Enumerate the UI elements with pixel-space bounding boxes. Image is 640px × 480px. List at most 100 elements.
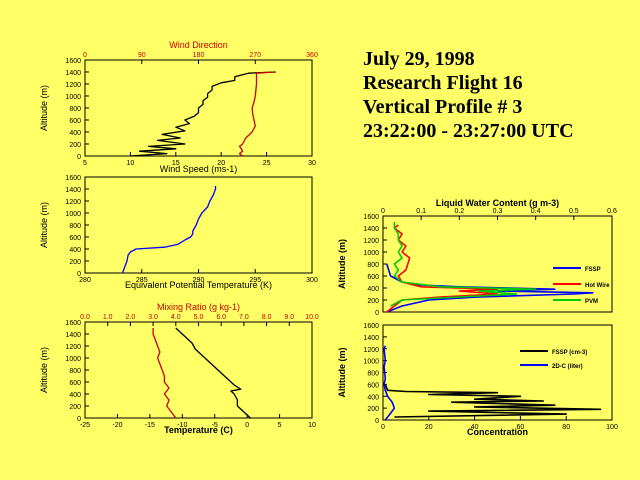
title-block: July 29, 1998 Research Flight 16 Vertica… — [363, 47, 633, 143]
lwc-y-tick-label: 600 — [367, 274, 379, 281]
mixing-series-temperature-line — [175, 327, 251, 419]
mixing-y-tick-label: 1600 — [65, 320, 81, 327]
lwc-y-tick-label: 800 — [367, 262, 379, 269]
lwc-y-tick-label: 1200 — [363, 238, 379, 245]
mixing-chart-title: Mixing Ratio (g kg-1) — [157, 302, 240, 312]
lwc-y-tick-label: 1400 — [363, 226, 379, 233]
lwc-y-tick-label: 200 — [367, 298, 379, 305]
mixing-top-tick-label: 10.0 — [305, 314, 319, 321]
wind-x-tick-label: 10 — [127, 160, 135, 167]
conc-y-tick-label: 1400 — [363, 335, 379, 342]
mixing-top-tick-label: 5.0 — [194, 314, 204, 321]
lwc-x-tick-label: 0.4 — [531, 208, 541, 215]
theta-y-tick-label: 600 — [69, 235, 81, 242]
mixing-top-tick-label: 4.0 — [171, 314, 181, 321]
mixing-top-tick-label: 1.0 — [103, 314, 113, 321]
conc-y-tick-label: 1000 — [363, 359, 379, 366]
wind-y-tick-label: 800 — [69, 106, 81, 113]
lwc-legend-label: PVM — [585, 299, 598, 305]
theta-x-tick-label: 285 — [136, 277, 148, 284]
mixing-y-tick-label: 400 — [69, 392, 81, 399]
theta-x-axis-label: Equivalent Potential Temperature (K) — [125, 280, 272, 290]
wind-x-tick-label: 30 — [308, 160, 316, 167]
wind-series-wind-direction-line — [238, 71, 275, 157]
mixing-x-tick-label: -5 — [212, 422, 218, 429]
mixing-x-tick-label: -25 — [80, 422, 90, 429]
conc-y-axis-label: Altitude (m) — [337, 348, 347, 398]
lwc-y-tick-label: 0 — [375, 310, 379, 317]
wind-x-tick-label: 5 — [83, 160, 87, 167]
conc-x-tick-label: 0 — [381, 424, 385, 431]
mixing-x-tick-label: 10 — [308, 422, 316, 429]
mixing-y-tick-label: 1400 — [65, 332, 81, 339]
conc-x-tick-label: 80 — [562, 424, 570, 431]
theta-x-tick-label: 295 — [249, 277, 261, 284]
mixing-top-tick-label: 0.0 — [80, 314, 90, 321]
wind-y-tick-label: 600 — [69, 118, 81, 125]
lwc-x-tick-label: 0.5 — [569, 208, 579, 215]
mixing-y-tick-label: 600 — [69, 380, 81, 387]
mixing-y-tick-label: 800 — [69, 368, 81, 375]
conc-x-tick-label: 60 — [517, 424, 525, 431]
flight-date: July 29, 1998 — [363, 48, 475, 70]
wind-series-wind-speed-line — [130, 71, 276, 157]
mixing-series-mixing-ratio-line — [152, 328, 177, 419]
wind-y-tick-label: 1200 — [65, 82, 81, 89]
mixing-y-tick-label: 1200 — [65, 344, 81, 351]
mixing-x-tick-label: -20 — [112, 422, 122, 429]
conc-series-fssp-cm-3--line — [384, 384, 602, 418]
lwc-x-tick-label: 0.1 — [416, 208, 426, 215]
mixing-y-axis-label: Altitude (m) — [39, 347, 49, 393]
theta-x-tick-label: 290 — [193, 277, 205, 284]
theta-y-tick-label: 1200 — [65, 199, 81, 206]
conc-legend-label: FSSP (cm-3) — [552, 350, 587, 356]
wind-y-tick-label: 400 — [69, 130, 81, 137]
mixing-top-tick-label: 2.0 — [126, 314, 136, 321]
lwc-x-tick-label: 0.6 — [607, 208, 617, 215]
theta-y-tick-label: 1000 — [65, 211, 81, 218]
mixing-x-tick-label: -10 — [177, 422, 187, 429]
lwc-y-axis-label: Altitude (m) — [337, 239, 347, 289]
theta-series-theta-e-line — [121, 186, 217, 274]
conc-y-tick-label: 800 — [367, 371, 379, 378]
lwc-series-pvm-line — [390, 222, 537, 307]
lwc-chart-title: Liquid Water Content (g m-3) — [436, 198, 559, 208]
wind-top-tick-label: 360 — [306, 52, 318, 59]
conc-y-tick-label: 1600 — [363, 323, 379, 330]
conc-x-tick-label: 100 — [606, 424, 618, 431]
conc-y-tick-label: 400 — [367, 394, 379, 401]
wind-top-tick-label: 180 — [193, 52, 205, 59]
wind-x-tick-label: 15 — [172, 160, 180, 167]
wind-x-tick-label: 25 — [263, 160, 271, 167]
lwc-y-tick-label: 1600 — [363, 214, 379, 221]
flight-number: Research Flight 16 — [363, 72, 523, 94]
conc-y-tick-label: 1200 — [363, 347, 379, 354]
wind-chart-title: Wind Direction — [169, 40, 228, 50]
wind-y-tick-label: 200 — [69, 142, 81, 149]
theta-plot-frame — [84, 176, 313, 274]
theta-y-tick-label: 400 — [69, 247, 81, 254]
lwc-y-tick-label: 400 — [367, 286, 379, 293]
wind-y-axis-label: Altitude (m) — [39, 85, 49, 131]
mixing-y-tick-label: 200 — [69, 404, 81, 411]
time-range: 23:22:00 - 23:27:00 UTC — [363, 120, 574, 142]
mixing-plot-frame — [84, 321, 313, 419]
mixing-x-tick-label: 5 — [278, 422, 282, 429]
wind-y-tick-label: 1000 — [65, 94, 81, 101]
mixing-y-tick-label: 1000 — [65, 356, 81, 363]
conc-series-2d-c-liter--line — [383, 345, 396, 421]
lwc-x-tick-label: 0.3 — [493, 208, 503, 215]
theta-y-axis-label: Altitude (m) — [39, 202, 49, 248]
mixing-top-tick-label: 9.0 — [284, 314, 294, 321]
wind-y-tick-label: 1600 — [65, 58, 81, 65]
wind-y-tick-label: 1400 — [65, 70, 81, 77]
profile-number: Vertical Profile # 3 — [363, 96, 523, 118]
theta-x-tick-label: 280 — [79, 277, 91, 284]
theta-y-tick-label: 1400 — [65, 187, 81, 194]
conc-x-axis-label: Concentration — [467, 427, 528, 437]
mixing-top-tick-label: 7.0 — [239, 314, 249, 321]
wind-top-tick-label: 270 — [249, 52, 261, 59]
wind-x-tick-label: 20 — [217, 160, 225, 167]
lwc-legend-label: FSSP — [585, 267, 601, 273]
